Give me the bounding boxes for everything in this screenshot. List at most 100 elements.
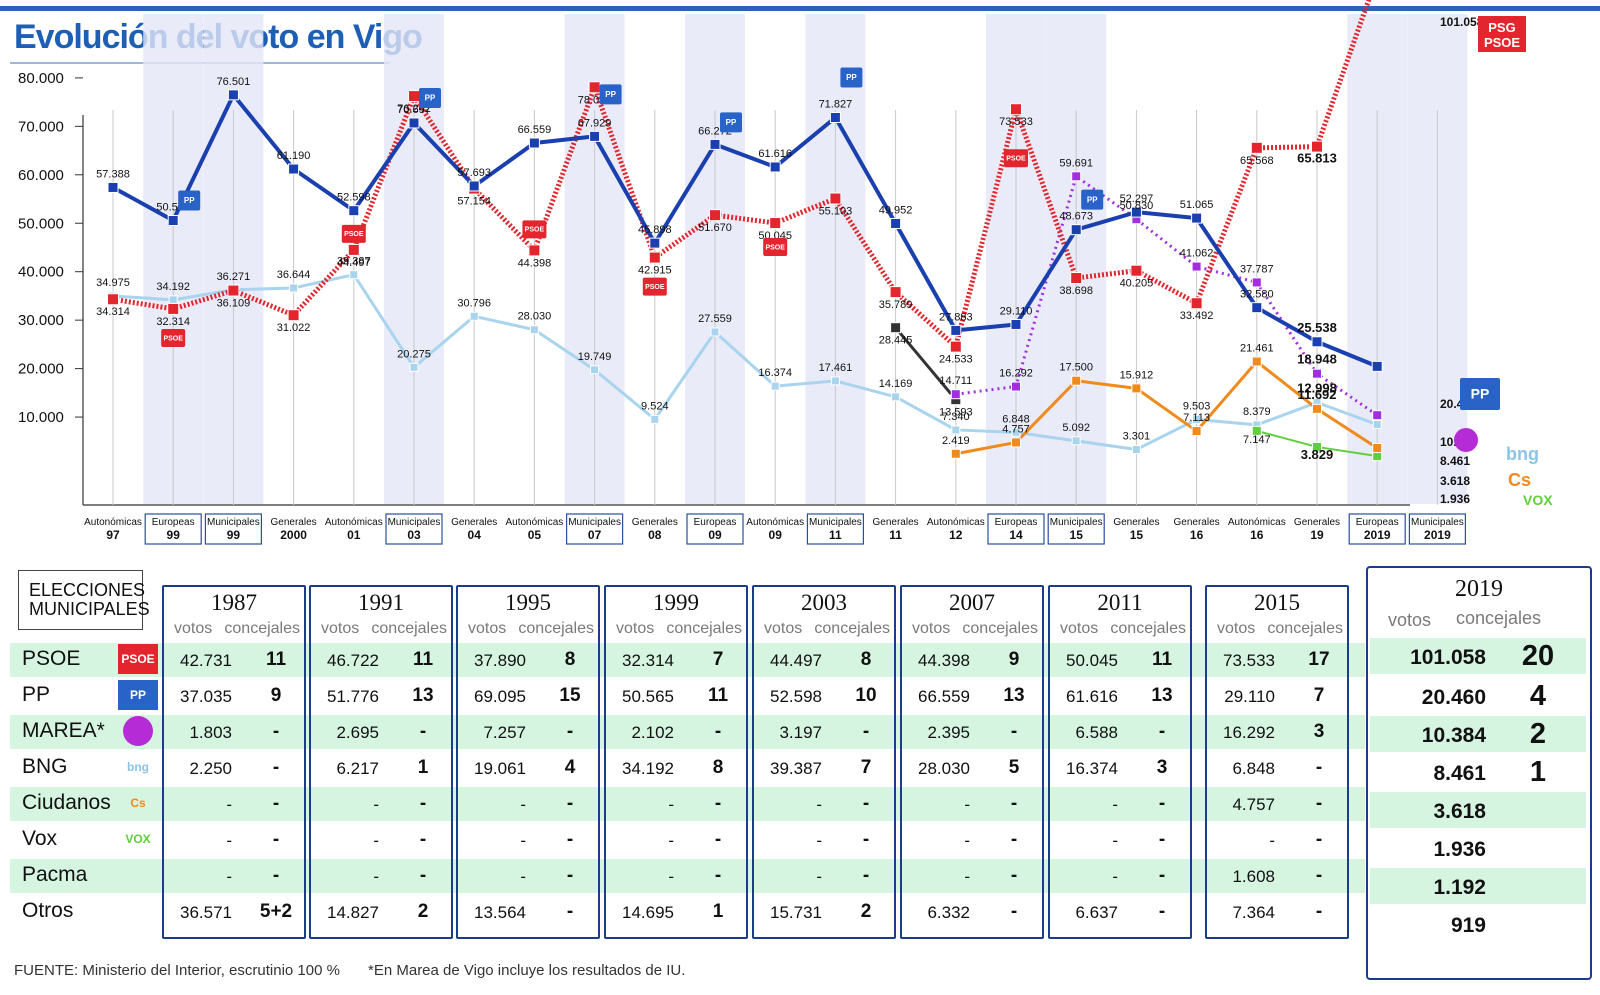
seats-cell: - [1010, 865, 1018, 886]
data-point-pp [1251, 302, 1263, 314]
seats-cell: - [714, 793, 722, 814]
vote-cell: - [816, 795, 822, 814]
seats-cell: 7 [860, 757, 872, 778]
seats-cell: 5 [1008, 757, 1020, 778]
votos-subheader: votos [764, 620, 803, 637]
seats-cell: - [1158, 901, 1166, 922]
psoe-mark-icon-text: PSOE [344, 231, 364, 238]
year-panel: 2015 votos concejales [1205, 585, 1349, 939]
seats-cell: 8 [564, 649, 576, 670]
x-label-top: Europeas [995, 517, 1038, 528]
final-seats-cell: 20 [1521, 640, 1555, 672]
seats-cell: - [272, 829, 280, 850]
row-label-marea: MAREA* [22, 719, 105, 742]
final-year-panel: 2019 votos concejales 101.058 20 20.460 4 10.38… [1366, 566, 1592, 980]
data-label-pp: 25.538 [1297, 320, 1337, 335]
year-panel: 1999 votos concejales [604, 585, 748, 939]
data-point-cs [1071, 375, 1082, 386]
year-heading: 2015 [1254, 590, 1300, 615]
pp-mark-icon [840, 67, 863, 88]
psoe-logo-line1: PSG [1488, 20, 1515, 35]
data-point-marea [1011, 381, 1021, 392]
data-point-psoe [347, 243, 360, 256]
vote-cell: - [373, 831, 379, 850]
data-point-marea [1251, 277, 1262, 288]
data-point-psoe [1311, 140, 1323, 153]
x-label-bottom: 01 [347, 528, 361, 542]
series-line-bng [112, 273, 1378, 452]
data-label-pp: 45.898 [638, 224, 672, 236]
vote-cell: 42.731 [180, 651, 232, 670]
year-panel: 2003 votos concejales [752, 585, 896, 939]
final-value-label: 101.058 [1440, 15, 1484, 29]
data-point-pp [950, 324, 962, 336]
data-point-psoe [227, 284, 240, 297]
data-label-psoe: 34.314 [96, 306, 130, 318]
final-vote-cell: 20.460 [1421, 686, 1486, 709]
data-point-marea [1191, 261, 1202, 272]
data-label-bng: 19.749 [578, 351, 612, 363]
data-label-bng: 39.387 [337, 256, 371, 268]
pp-mark-icon [178, 190, 201, 211]
y-tick-label: 60.000 [18, 167, 64, 184]
final-vote-cell: 3.618 [1433, 800, 1486, 823]
data-point-psoe [1010, 103, 1022, 116]
data-label-age: 28.445 [879, 335, 913, 347]
data-point-bng [529, 325, 539, 335]
data-point-bng [590, 365, 600, 375]
x-label-top: Autonómicas [1228, 517, 1286, 528]
final-row-band [1370, 792, 1586, 828]
concejales-subheader: concejales [1267, 620, 1343, 637]
row-band [10, 643, 1365, 677]
seats-cell: 1 [712, 901, 724, 922]
concejales-subheader: concejales [371, 620, 447, 637]
final-row-band [1370, 716, 1586, 752]
seats-cell: - [419, 865, 427, 886]
seats-cell: 5+2 [259, 901, 293, 922]
data-point-marea [950, 389, 961, 400]
seats-cell: 11 [707, 685, 729, 706]
data-label-psoe: 55.103 [819, 206, 853, 218]
vote-cell: 66.559 [918, 687, 970, 706]
vote-cell: 51.776 [327, 687, 379, 706]
vote-cell: - [520, 795, 526, 814]
seats-cell: 2 [860, 901, 872, 922]
final-value-label: 3.618 [1440, 474, 1470, 488]
data-point-bng [289, 283, 299, 293]
x-label-bottom: 2000 [280, 528, 307, 542]
pp-mark-icon-text: PP [425, 94, 436, 103]
data-label-cs: 15.912 [1120, 369, 1154, 381]
psoe-logo-line2: PSOE [1484, 35, 1520, 50]
data-point-marea [1372, 410, 1383, 421]
psoe-mark-icon [341, 224, 366, 243]
x-label-bottom: 97 [106, 528, 120, 542]
data-label-psoe: 31.022 [277, 322, 311, 334]
data-label-pp: 67.929 [578, 117, 612, 129]
data-point-pp [890, 217, 902, 229]
x-label-bottom: 2019 [1364, 528, 1391, 542]
data-point-pp [769, 161, 781, 173]
votos-subheader: votos [912, 620, 951, 637]
data-label-pp: 29.110 [1000, 305, 1033, 317]
pp-logo: PP [118, 680, 158, 710]
data-label-pp: 32.580 [1240, 289, 1274, 301]
vote-cell: 1.803 [189, 723, 232, 742]
pp-mark-icon [599, 84, 622, 105]
seats-cell: - [566, 829, 574, 850]
seats-cell: 8 [712, 757, 724, 778]
final-value-label: 8.461 [1440, 454, 1470, 468]
seats-cell: 9 [270, 685, 282, 706]
x-label-top: Europeas [694, 517, 737, 528]
seats-cell: - [862, 865, 870, 886]
data-point-pp [528, 137, 540, 149]
data-point-bng [830, 376, 840, 386]
data-point-pp [107, 181, 119, 193]
data-label-psoe: 33.492 [1180, 310, 1214, 322]
psg-psoe-logo: PSOE [118, 644, 158, 674]
seats-cell: - [272, 721, 280, 742]
seats-cell: 3 [1156, 757, 1168, 778]
seats-cell: - [1158, 865, 1166, 886]
vote-cell: 7.364 [1232, 903, 1275, 922]
data-label-vox: 7.147 [1243, 434, 1271, 446]
data-point-bng [951, 425, 961, 435]
